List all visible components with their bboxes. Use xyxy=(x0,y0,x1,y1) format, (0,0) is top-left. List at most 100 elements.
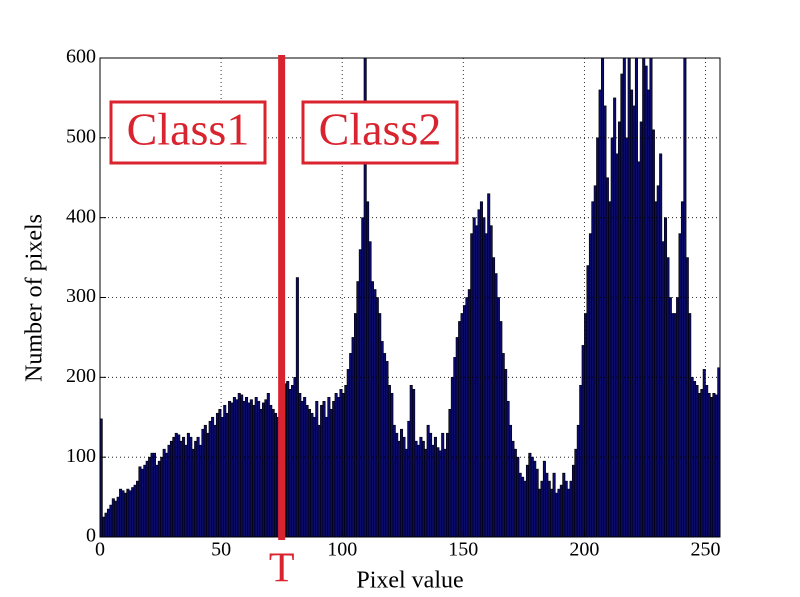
bar xyxy=(109,504,113,538)
bar xyxy=(608,201,612,538)
bar xyxy=(140,468,144,538)
bar xyxy=(707,392,711,538)
bar xyxy=(714,394,718,538)
bar xyxy=(656,185,660,538)
bar xyxy=(368,241,372,538)
bar xyxy=(504,369,508,538)
bar xyxy=(182,436,186,538)
y-tick-label: 200 xyxy=(66,365,96,387)
bar xyxy=(552,472,556,538)
bar xyxy=(390,392,394,538)
bar xyxy=(465,297,469,538)
bar xyxy=(412,389,416,538)
bar xyxy=(385,361,389,538)
bar xyxy=(685,257,689,538)
bar xyxy=(264,399,268,538)
bar xyxy=(169,440,173,538)
bar xyxy=(157,460,161,538)
bar xyxy=(288,389,292,538)
bar xyxy=(637,161,641,538)
bar xyxy=(228,400,232,538)
bar xyxy=(545,472,549,538)
bar xyxy=(315,400,319,538)
bar xyxy=(429,432,433,538)
bar xyxy=(467,289,471,538)
bar xyxy=(383,353,387,538)
bar xyxy=(286,381,290,538)
bar xyxy=(404,448,408,538)
bar xyxy=(555,492,559,538)
bar xyxy=(601,57,605,538)
bar xyxy=(538,488,542,538)
bar xyxy=(511,440,515,538)
bar xyxy=(516,456,520,538)
bar xyxy=(419,436,423,538)
bar xyxy=(235,399,239,538)
class-box xyxy=(109,100,267,165)
bar xyxy=(535,468,539,538)
bar xyxy=(559,484,563,538)
bar xyxy=(249,399,253,538)
bar xyxy=(174,432,178,538)
bar xyxy=(576,424,580,538)
bar xyxy=(458,321,462,538)
bar xyxy=(320,404,324,538)
bar xyxy=(521,476,525,538)
bar xyxy=(269,404,273,538)
bar xyxy=(409,385,413,538)
bar xyxy=(196,436,200,538)
x-tick-label: 0 xyxy=(95,539,105,561)
bar xyxy=(218,408,222,538)
bar xyxy=(564,480,568,538)
bar xyxy=(673,313,677,538)
bar xyxy=(397,440,401,538)
bar xyxy=(334,392,338,538)
bar xyxy=(588,233,592,538)
bar xyxy=(136,480,140,538)
bar xyxy=(712,392,716,538)
bar xyxy=(206,432,210,538)
bar xyxy=(223,404,227,538)
bar xyxy=(131,487,135,538)
y-tick-label: 400 xyxy=(66,205,96,227)
bar xyxy=(598,89,602,538)
bar xyxy=(240,394,244,538)
bar xyxy=(303,396,307,538)
bar xyxy=(518,472,522,538)
bar xyxy=(530,456,534,538)
bar xyxy=(489,225,493,538)
bar xyxy=(237,392,241,538)
bar xyxy=(198,444,203,538)
bar xyxy=(421,440,425,538)
bar xyxy=(220,416,224,538)
bar xyxy=(659,153,663,538)
bar xyxy=(213,424,217,538)
y-tick-label: 100 xyxy=(66,445,96,467)
bar xyxy=(487,193,491,538)
threshold-label: T xyxy=(269,546,295,592)
bar xyxy=(433,436,437,538)
bar xyxy=(337,396,341,538)
bar xyxy=(697,392,701,538)
bar xyxy=(630,89,634,538)
bar xyxy=(300,400,304,538)
bar xyxy=(230,402,234,538)
bar xyxy=(508,424,513,538)
bar xyxy=(329,408,333,538)
bar xyxy=(680,201,684,538)
bar xyxy=(261,402,265,538)
bar xyxy=(436,447,440,538)
bar xyxy=(211,416,215,538)
x-axis-label: Pixel value xyxy=(356,568,463,594)
x-tick-label: 150 xyxy=(448,539,478,561)
bar xyxy=(254,396,258,538)
bar xyxy=(307,408,312,538)
bar xyxy=(295,277,299,538)
bar xyxy=(593,185,597,538)
bar xyxy=(453,357,457,538)
bar xyxy=(194,440,198,538)
bar xyxy=(138,466,142,538)
bar xyxy=(625,137,629,538)
bar xyxy=(649,57,653,538)
